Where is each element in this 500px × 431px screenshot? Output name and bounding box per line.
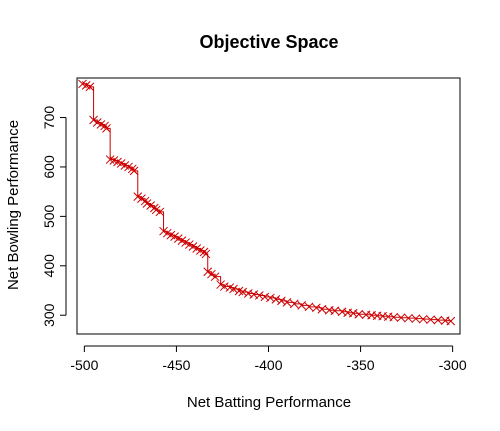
data-point: [433, 315, 443, 325]
y-axis-label: Net Bowling Performance: [5, 120, 22, 290]
data-point: [203, 267, 213, 277]
data-point: [89, 115, 98, 125]
series-markers: [78, 79, 456, 326]
data-point: [282, 298, 292, 307]
data-point: [271, 295, 281, 304]
data-point: [404, 313, 413, 323]
data-point: [289, 299, 299, 309]
x-tick-label: -350: [347, 357, 375, 373]
data-point: [102, 124, 111, 133]
data-point: [249, 290, 259, 299]
y-tick-label: 700: [41, 106, 57, 130]
data-point: [411, 314, 421, 324]
chart-title: Objective Space: [199, 32, 338, 52]
x-tick-label: -500: [70, 357, 98, 373]
data-point: [129, 166, 139, 176]
y-tick-label: 300: [41, 303, 57, 327]
data-point: [312, 303, 321, 313]
data-point: [297, 300, 306, 310]
data-point: [265, 293, 275, 303]
x-axis: -500 -450 -400 -350 -300: [70, 345, 467, 373]
y-axis: 300 400 500 600 700: [41, 106, 67, 327]
y-tick-label: 400: [41, 254, 57, 278]
x-tick-label: -400: [254, 357, 282, 373]
data-point: [317, 304, 327, 314]
data-point: [330, 306, 340, 316]
data-point: [85, 82, 95, 92]
data-point: [446, 316, 456, 326]
data-point: [337, 307, 347, 317]
x-tick-label: -450: [162, 357, 190, 373]
data-point: [354, 309, 364, 319]
data-point: [418, 314, 428, 324]
plot-box: [76, 77, 461, 335]
data-point: [304, 302, 314, 312]
data-point: [229, 284, 238, 294]
data-point: [146, 201, 156, 210]
data-point: [210, 272, 220, 282]
y-tick-label: 500: [41, 204, 57, 228]
data-point: [426, 315, 435, 325]
y-tick-label: 600: [41, 155, 57, 179]
data-point: [396, 313, 406, 323]
data-point: [260, 292, 270, 302]
data-point: [238, 287, 248, 297]
data-point: [201, 249, 211, 259]
data-point: [243, 289, 253, 298]
data-point: [348, 308, 358, 318]
x-axis-label: Net Batting Performance: [187, 394, 351, 411]
data-point: [277, 296, 286, 306]
data-point: [389, 312, 399, 322]
data-point: [254, 291, 264, 300]
data-point: [219, 282, 229, 291]
data-point: [155, 207, 165, 217]
data-point: [207, 269, 216, 279]
x-tick-label: -300: [439, 357, 467, 373]
